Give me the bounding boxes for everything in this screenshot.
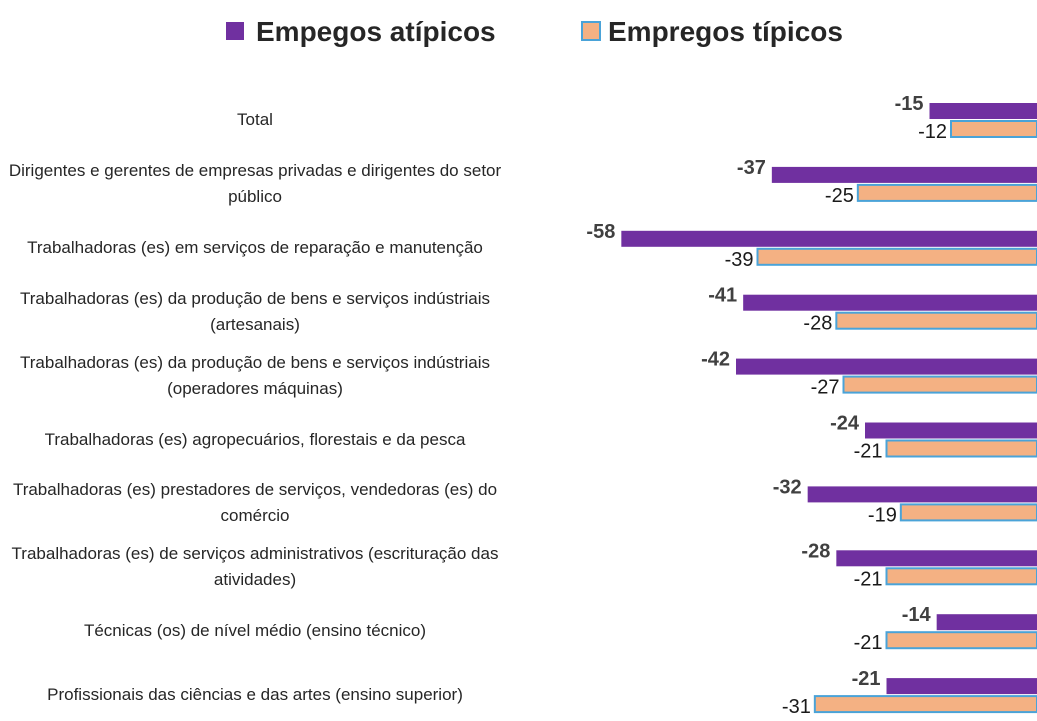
bar bbox=[756, 247, 1037, 266]
category-label: Técnicas (os) de nível médio (ensino téc… bbox=[83, 621, 427, 641]
data-label: -15 bbox=[895, 93, 924, 115]
data-label: -42 bbox=[701, 349, 730, 371]
bar bbox=[807, 486, 1037, 503]
data-label: -37 bbox=[737, 157, 766, 179]
data-label: -19 bbox=[868, 504, 897, 526]
category-label: Dirigentes e gerentes de empresas privad… bbox=[8, 160, 502, 206]
bar bbox=[836, 550, 1037, 567]
bar bbox=[885, 567, 1037, 586]
data-label: -32 bbox=[773, 476, 802, 498]
bar bbox=[842, 375, 1037, 394]
bar bbox=[885, 631, 1037, 650]
data-label: -58 bbox=[586, 221, 615, 243]
category-label: Total bbox=[237, 110, 273, 129]
bar bbox=[771, 166, 1037, 183]
data-label: -21 bbox=[852, 668, 881, 690]
bar bbox=[899, 503, 1037, 522]
data-label: -28 bbox=[803, 313, 832, 335]
bar bbox=[929, 103, 1037, 119]
bar bbox=[813, 695, 1037, 714]
data-label: -21 bbox=[854, 632, 883, 654]
data-label: -31 bbox=[782, 696, 811, 718]
bar bbox=[865, 422, 1037, 439]
category-label: Trabalhadoras (es) da produção de bens e… bbox=[20, 352, 490, 398]
data-label: -25 bbox=[825, 185, 854, 207]
bar bbox=[886, 678, 1037, 695]
legend-swatch bbox=[226, 22, 244, 40]
data-label: -39 bbox=[725, 249, 754, 271]
bar bbox=[856, 183, 1037, 202]
bar bbox=[950, 120, 1037, 138]
data-label: -41 bbox=[708, 285, 737, 307]
bar bbox=[736, 358, 1037, 375]
data-label: -28 bbox=[801, 540, 830, 562]
category-label: Trabalhadoras (es) prestadores de serviç… bbox=[12, 480, 498, 526]
category-label: Trabalhadoras (es) da produção de bens e… bbox=[20, 288, 490, 334]
data-label: -21 bbox=[854, 568, 883, 590]
category-label: Profissionais das ciências e das artes (… bbox=[47, 685, 463, 705]
data-label: -24 bbox=[830, 413, 860, 435]
legend-label: Empregos típicos bbox=[608, 16, 843, 47]
category-label: Trabalhadoras (es) em serviços de repara… bbox=[27, 237, 483, 257]
data-label: -12 bbox=[918, 121, 947, 143]
category-label: Trabalhadoras (es) de serviços administr… bbox=[11, 544, 499, 590]
data-label: -21 bbox=[854, 441, 883, 463]
bar bbox=[885, 439, 1037, 458]
bar bbox=[936, 614, 1037, 631]
legend-label: Empegos atípicos bbox=[256, 16, 496, 47]
data-label: -14 bbox=[902, 604, 932, 626]
bar bbox=[743, 294, 1037, 311]
legend-swatch bbox=[581, 21, 601, 41]
bar bbox=[835, 311, 1037, 330]
data-label: -27 bbox=[811, 377, 840, 399]
bar bbox=[621, 230, 1037, 247]
category-label: Trabalhadoras (es) agropecuários, flores… bbox=[44, 429, 466, 449]
